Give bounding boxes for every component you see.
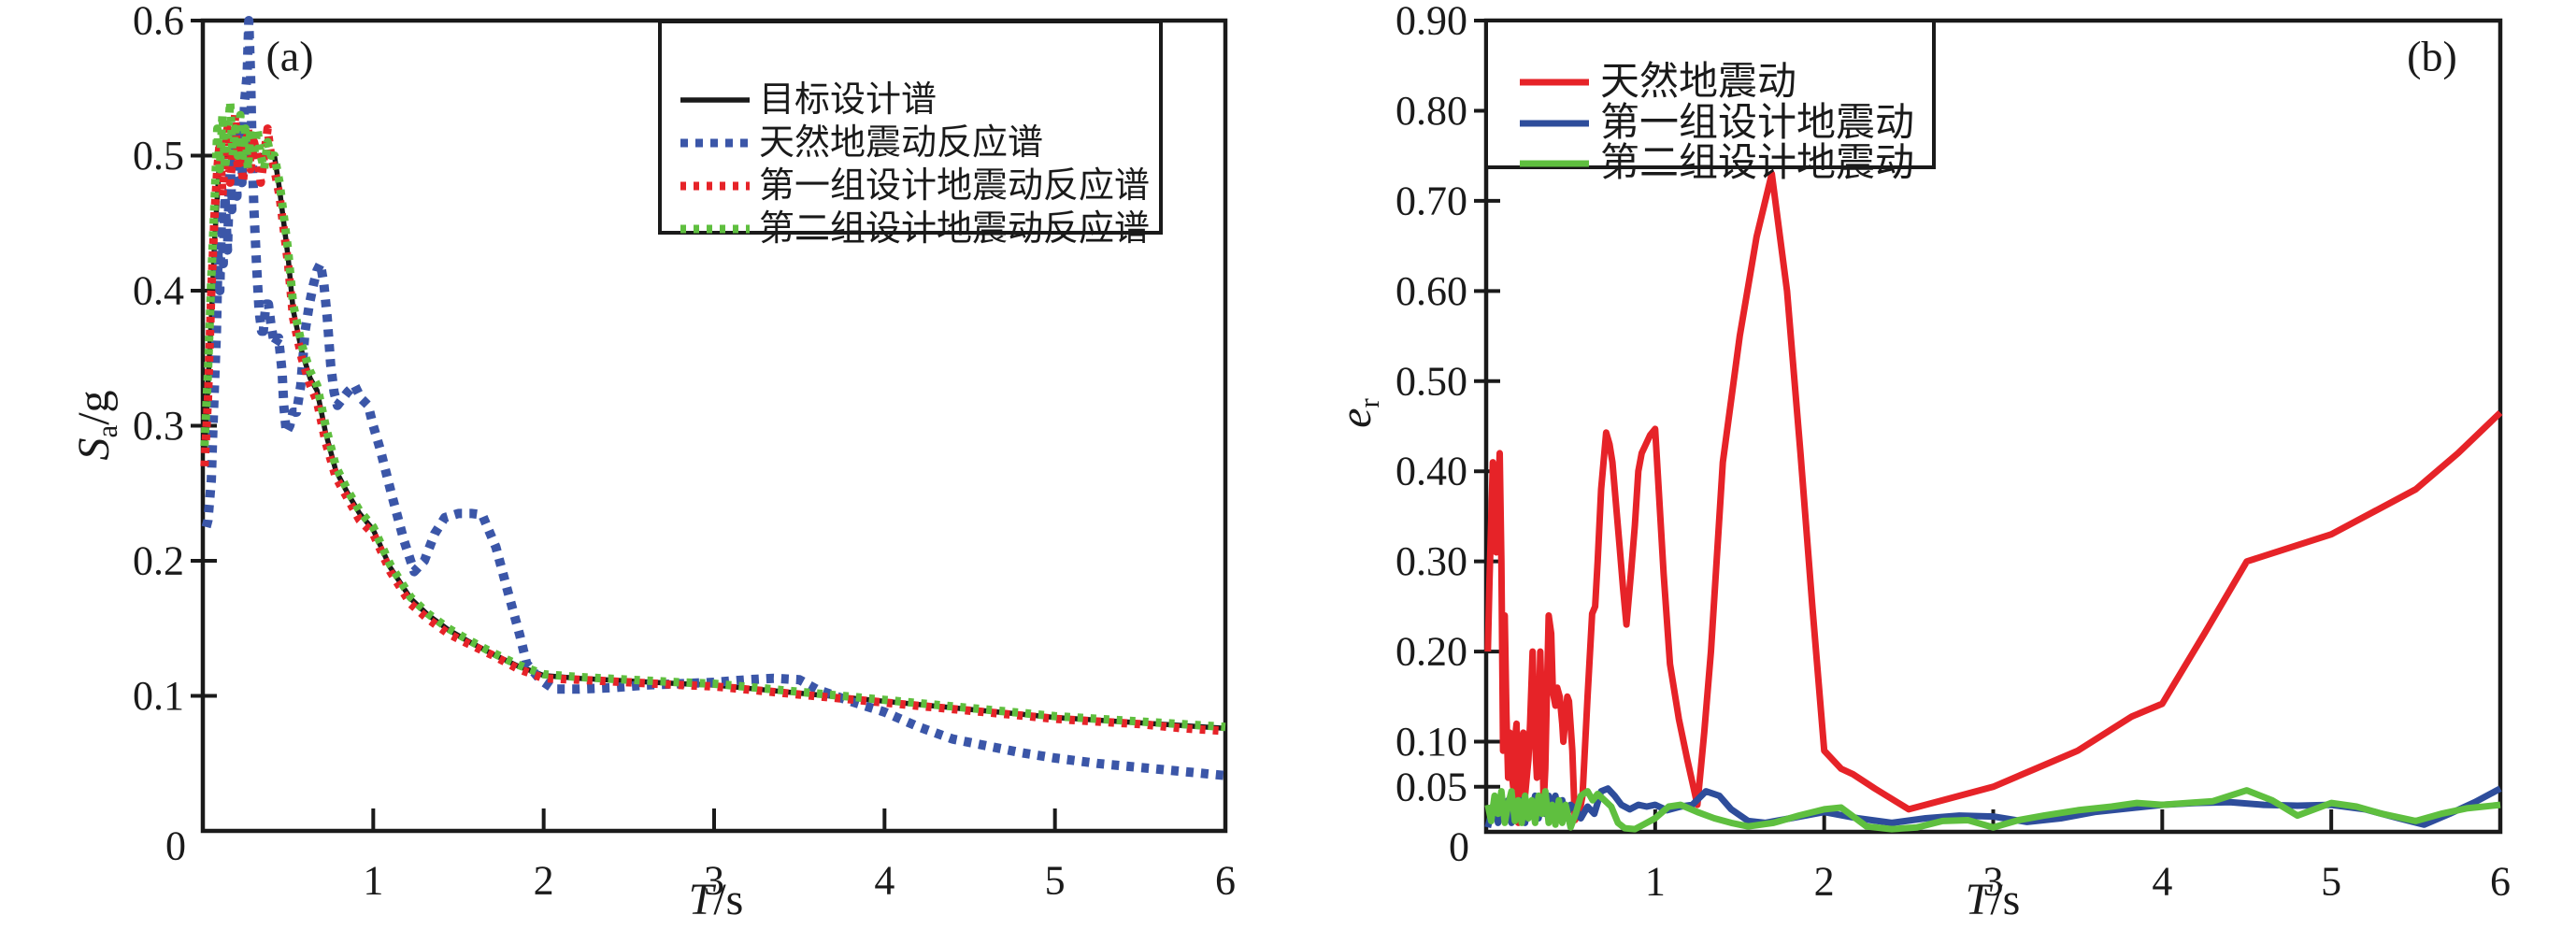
x-tick-label: 3 xyxy=(1983,859,2004,905)
x-tick-label: 6 xyxy=(1215,858,1236,904)
x-tick-label: 2 xyxy=(1814,859,1835,905)
origin-tick-label: 0 xyxy=(1449,824,1469,870)
legend-label: 第二组设计地震动反应谱 xyxy=(759,209,1150,249)
legend-box xyxy=(658,20,1163,235)
x-tick-label: 5 xyxy=(2321,859,2341,905)
x-tick-label: 1 xyxy=(363,858,383,904)
series-line-a-第二组设计地震动反应谱 xyxy=(200,97,1226,732)
y-tick-label: 0.40 xyxy=(1395,449,1467,494)
legend-label: 第一组设计地震动反应谱 xyxy=(759,166,1150,206)
y-tick-label: 0.1 xyxy=(133,673,184,719)
y-tick-label: 0.60 xyxy=(1395,268,1467,314)
x-tick-label: 6 xyxy=(2490,859,2511,905)
y-tick-label: 0.20 xyxy=(1395,629,1467,675)
x-tick-label: 1 xyxy=(1645,859,1666,905)
legend-label: 天然地震动 xyxy=(1600,60,1796,104)
y-tick-label: 0.30 xyxy=(1395,538,1467,584)
legend-label: 天然地震动反应谱 xyxy=(759,123,1043,163)
x-tick-label: 3 xyxy=(704,858,724,904)
x-tick-label: 4 xyxy=(2152,859,2172,905)
y-tick-label: 0.70 xyxy=(1395,178,1467,223)
y-tick-label: 0.3 xyxy=(133,403,184,449)
y-tick-label: 0.5 xyxy=(133,133,184,179)
series-line-b-天然地震动 xyxy=(1484,170,2503,826)
y-tick-label: 0.6 xyxy=(133,0,184,44)
x-tick-label: 5 xyxy=(1045,858,1066,904)
y-axis-title: er xyxy=(1331,398,1385,428)
y-tick-label: 0.50 xyxy=(1395,358,1467,404)
legend-label: 第二组设计地震动 xyxy=(1600,142,1914,185)
y-tick-label: 0.05 xyxy=(1395,764,1467,809)
panel-label: (a) xyxy=(265,33,313,80)
origin-tick-label: 0 xyxy=(165,823,186,869)
legend-label: 第一组设计地震动 xyxy=(1600,102,1914,145)
y-tick-label: 0.4 xyxy=(133,268,184,314)
series-line-a-第一组设计地震动反应谱 xyxy=(200,110,1226,736)
x-tick-label: 2 xyxy=(534,858,554,904)
x-axis-title: T/s xyxy=(1966,875,2021,924)
legend-box xyxy=(1484,19,1936,169)
y-tick-label: 0.2 xyxy=(133,538,184,584)
x-tick-label: 4 xyxy=(874,858,894,904)
y-tick-label: 0.90 xyxy=(1395,0,1467,44)
y-tick-label: 0.10 xyxy=(1395,719,1467,765)
legend-label: 目标设计谱 xyxy=(759,80,937,120)
x-axis-title: T/s xyxy=(689,875,744,924)
y-axis-title: Sa/g xyxy=(69,390,123,460)
series-line-b-第二组设计地震动 xyxy=(1484,787,2501,833)
y-tick-label: 0.80 xyxy=(1395,88,1467,134)
panel-label: (b) xyxy=(2407,33,2457,80)
